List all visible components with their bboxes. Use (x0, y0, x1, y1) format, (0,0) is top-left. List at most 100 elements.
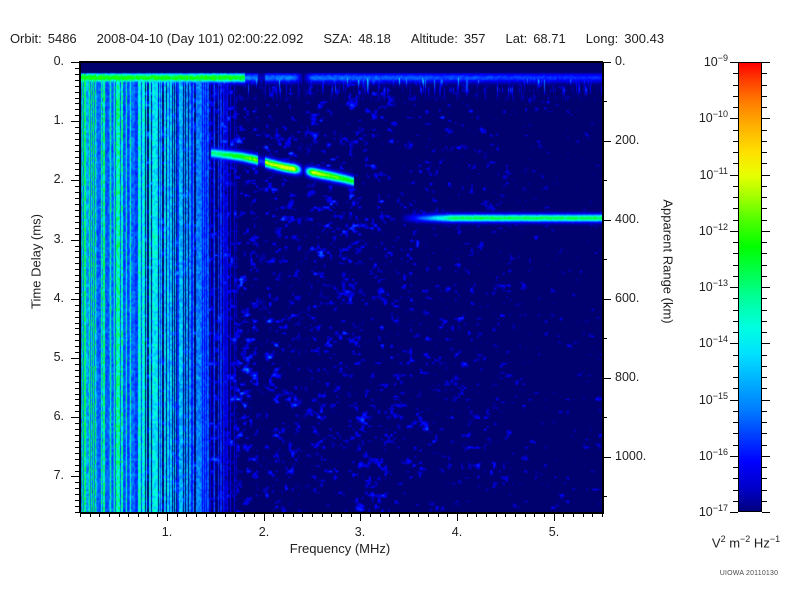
axis-tick (733, 73, 738, 74)
intensity-colorbar (738, 62, 762, 512)
axis-tick (409, 512, 410, 517)
axis-tick (476, 512, 477, 517)
axis-tick (75, 74, 80, 75)
bottom-tick-label-4: 5. (548, 525, 560, 539)
axis-tick (730, 287, 738, 288)
axis-tick (762, 220, 767, 221)
axis-tick (733, 445, 738, 446)
axis-tick (206, 512, 207, 517)
sza-label: SZA: (323, 31, 353, 46)
axis-tick (762, 107, 767, 108)
axis-tick (75, 411, 80, 412)
axis-tick (762, 310, 767, 311)
axis-tick (75, 352, 80, 353)
bottom-tick-label-2: 3. (354, 525, 366, 539)
axis-tick (75, 86, 80, 87)
axis-tick (75, 494, 80, 495)
axis-tick (730, 118, 738, 119)
axis-tick (573, 512, 574, 517)
axis-tick (418, 512, 419, 517)
colorbar-tick-label-0: 10−9 (703, 53, 728, 70)
axis-tick (75, 500, 80, 501)
axis-tick (75, 506, 80, 507)
axis-tick (312, 512, 313, 517)
ionogram-heatmap-canvas (81, 63, 603, 513)
left-axis-title: Time Delay (ms) (28, 214, 44, 309)
axis-tick (75, 453, 80, 454)
axis-tick (75, 92, 80, 93)
axis-tick (302, 512, 303, 517)
axis-tick (762, 118, 770, 119)
lat-value: 68.71 (533, 31, 566, 46)
axis-tick (71, 121, 80, 122)
axis-tick (733, 310, 738, 311)
axis-tick (602, 457, 611, 458)
axis-tick (75, 257, 80, 258)
axis-tick (75, 281, 80, 282)
long-label: Long: (585, 31, 619, 46)
axis-tick (602, 180, 607, 181)
axis-tick (75, 169, 80, 170)
axis-tick (341, 512, 342, 517)
axis-tick (75, 482, 80, 483)
axis-tick (399, 512, 400, 517)
axis-tick (762, 253, 767, 254)
axis-tick (602, 62, 611, 63)
axis-tick (75, 234, 80, 235)
axis-tick (733, 366, 738, 367)
axis-tick (273, 512, 274, 517)
axis-tick (80, 512, 81, 517)
axis-tick (733, 501, 738, 502)
axis-tick (602, 378, 611, 379)
axis-tick (762, 208, 767, 209)
axis-tick (75, 459, 80, 460)
altitude-value: 357 (463, 31, 486, 46)
axis-tick (762, 355, 767, 356)
axis-tick (467, 512, 468, 517)
axis-tick (733, 220, 738, 221)
axis-tick (128, 512, 129, 517)
axis-tick (75, 251, 80, 252)
lat-label: Lat: (505, 31, 528, 46)
axis-tick (730, 456, 738, 457)
axis-tick (283, 512, 284, 517)
axis-tick (331, 512, 332, 517)
axis-tick (75, 488, 80, 489)
axis-tick (75, 287, 80, 288)
axis-tick (75, 210, 80, 211)
axis-tick (380, 512, 381, 517)
axis-tick (75, 222, 80, 223)
axis-tick (75, 441, 80, 442)
axis-tick (177, 512, 178, 517)
axis-tick (733, 96, 738, 97)
axis-tick (762, 321, 767, 322)
axis-tick (71, 358, 80, 359)
axis-tick (602, 299, 611, 300)
axis-tick (148, 512, 149, 517)
axis-tick (733, 208, 738, 209)
right-tick-label-4: 800. (615, 370, 640, 384)
axis-tick (762, 175, 770, 176)
axis-tick (75, 423, 80, 424)
axis-tick (762, 411, 767, 412)
axis-tick (762, 456, 770, 457)
axis-tick (75, 429, 80, 430)
axis-tick (730, 175, 738, 176)
axis-tick (733, 377, 738, 378)
colorbar-tick-label-7: 10−16 (698, 447, 728, 464)
colorbar-tick-label-8: 10−17 (698, 503, 728, 520)
axis-tick (447, 512, 448, 517)
axis-tick (762, 130, 767, 131)
axis-tick (762, 501, 767, 502)
axis-tick (733, 242, 738, 243)
observation-datetime: 2008-04-10 (Day 101) 02:00:22.092 (96, 31, 304, 46)
altitude-label: Altitude: (410, 31, 458, 46)
right-tick-label-5: 1000. (615, 449, 647, 463)
colorbar-tick-label-5: 10−14 (698, 334, 728, 351)
axis-tick (762, 512, 770, 513)
axis-tick (505, 512, 506, 517)
axis-tick (762, 141, 767, 142)
axis-tick (109, 512, 110, 517)
axis-tick (602, 417, 607, 418)
axis-tick (322, 512, 323, 517)
